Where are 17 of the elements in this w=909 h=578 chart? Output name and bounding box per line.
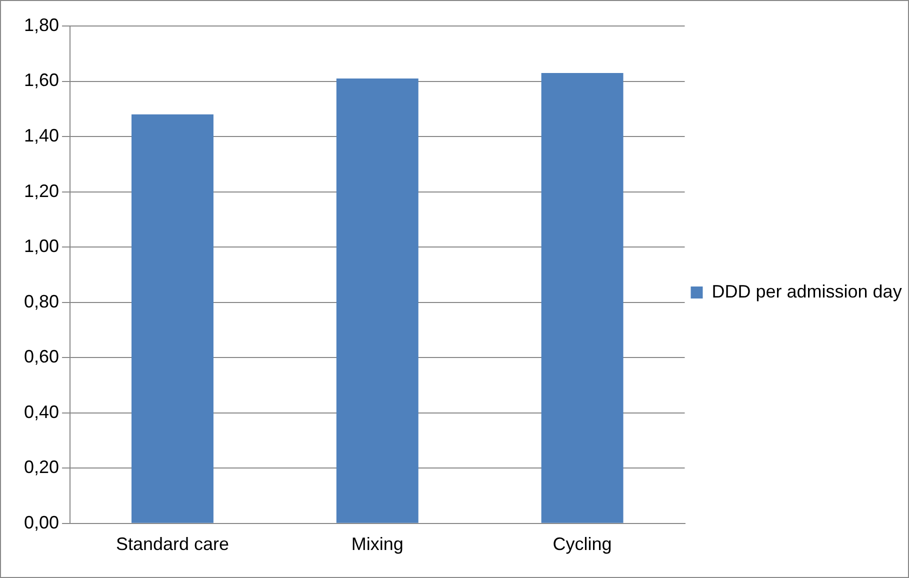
bar	[336, 78, 418, 523]
y-tick-label: 0,80	[24, 291, 60, 312]
y-tick-label: 0,20	[24, 457, 60, 478]
legend-label: DDD per admission day	[712, 281, 902, 302]
y-tick-label: 0,60	[24, 346, 60, 367]
y-tick-label: 0,40	[24, 402, 60, 422]
y-tick-label: 0,00	[24, 512, 60, 532]
bar	[132, 114, 214, 523]
y-tick-label: 1,80	[24, 14, 60, 35]
y-tick-label: 1,00	[24, 236, 60, 256]
x-tick-label: Standard care	[116, 534, 230, 554]
x-tick-label: Cycling	[552, 534, 612, 554]
y-tick-label: 1,60	[24, 70, 60, 90]
bar	[541, 72, 624, 523]
x-tick-label: Mixing	[351, 534, 404, 554]
y-tick-label: 1,40	[24, 126, 60, 146]
y-tick-label: 1,20	[24, 180, 60, 201]
